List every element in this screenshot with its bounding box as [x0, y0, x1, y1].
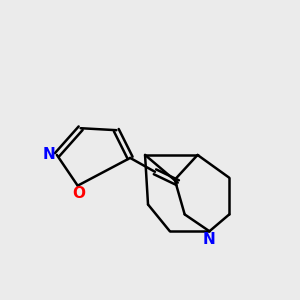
Text: N: N — [203, 232, 216, 247]
Text: O: O — [73, 186, 86, 201]
Text: N: N — [43, 147, 55, 162]
